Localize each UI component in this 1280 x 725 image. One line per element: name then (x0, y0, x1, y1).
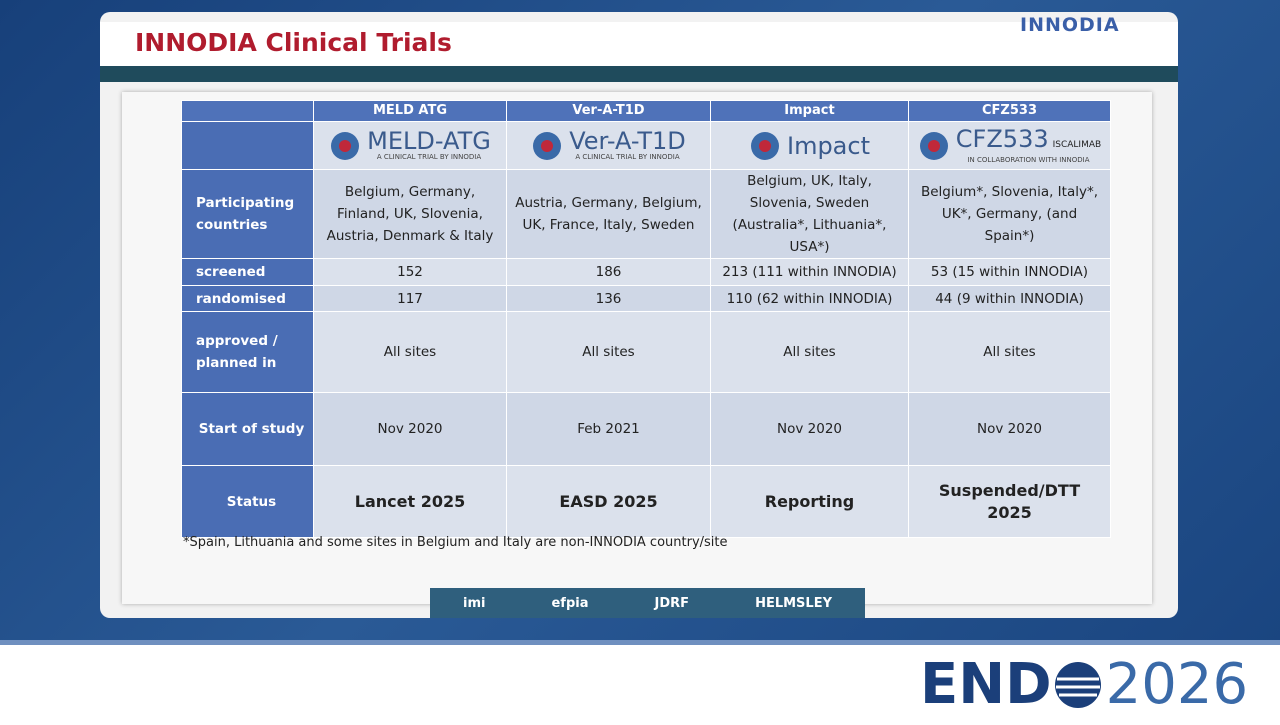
logo-text: MELD-ATG A CLINICAL TRIAL BY INNODIA (367, 129, 491, 162)
table-cell: Reporting (710, 465, 909, 538)
event-logo: END 2026 (920, 652, 1248, 717)
column-header: MELD ATG (313, 100, 507, 122)
header-row: MELD ATG Ver-A-T1D Impact CFZ533 (181, 100, 1111, 122)
logo-text: CFZ533 ISCALIMAB IN COLLABORATION WITH INN… (956, 127, 1101, 165)
logo-cell: MELD-ATG A CLINICAL TRIAL BY INNODIA (313, 121, 507, 170)
table-row: Status Lancet 2025 EASD 2025 Reporting Suspe… (181, 465, 1111, 538)
logo-tagline: A CLINICAL TRIAL BY INNODIA (376, 153, 482, 161)
table-cell: 44 (9 within INNODIA) (908, 285, 1111, 312)
sponsor-logo: efpia (551, 595, 589, 611)
trial-logo: Ver-A-T1D A CLINICAL TRIAL BY INNODIA (513, 129, 704, 162)
table-cell: Belgium, Germany, Finland, UK, Slovenia,… (313, 169, 507, 259)
logo-icon (533, 131, 562, 160)
row-label: screened (181, 258, 314, 286)
table-cell: Nov 2020 (313, 392, 507, 466)
table-cell: All sites (908, 311, 1111, 393)
logo-icon (750, 131, 779, 160)
logo-text: Ver-A-T1D A CLINICAL TRIAL BY INNODIA (569, 129, 686, 162)
logo-name: CFZ533 (955, 124, 1049, 153)
table-row: screened 152 186 213 (111 within INNODIA) 53… (181, 258, 1111, 286)
logo-icon (331, 131, 360, 160)
table-cell: Belgium, UK, Italy, Slovenia, Sweden (Au… (710, 169, 909, 259)
table-cell: All sites (313, 311, 507, 393)
column-header: Impact (710, 100, 909, 122)
sponsor-logo: HELMSLEY (755, 595, 832, 611)
table-cell: EASD 2025 (506, 465, 711, 538)
logo-name: MELD-ATG (367, 127, 491, 155)
column-header: CFZ533 (908, 100, 1111, 122)
globe-icon (1054, 661, 1101, 708)
row-label: Participating countries (181, 169, 314, 259)
sponsor-strip: imi efpia JDRF HELMSLEY (430, 588, 865, 618)
table-cell: Lancet 2025 (313, 465, 507, 538)
logo-name: Ver-A-T1D (569, 127, 686, 155)
event-year: 2026 (1105, 652, 1249, 717)
logo-tagline: A CLINICAL TRIAL BY INNODIA (575, 153, 680, 161)
table-cell: Belgium*, Slovenia, Italy*, UK*, Germany… (908, 169, 1111, 259)
logo-cell: Impact (710, 121, 909, 170)
table-row: Start of study Nov 2020 Feb 2021 Nov 2020 No… (181, 392, 1111, 466)
innodia-logo: INNODIA (1020, 14, 1120, 36)
slide-title: INNODIA Clinical Trials (135, 28, 452, 57)
table-cell: 152 (313, 258, 507, 286)
logo-text: Impact (787, 134, 870, 158)
trial-logo: Impact (717, 130, 902, 162)
logo-sub: ISCALIMAB (1052, 139, 1102, 150)
column-header: Ver-A-T1D (506, 100, 711, 122)
title-rule (100, 66, 1178, 82)
trial-logo: MELD-ATG A CLINICAL TRIAL BY INNODIA (320, 129, 500, 162)
table-cell: Feb 2021 (506, 392, 711, 466)
table-cell: All sites (506, 311, 711, 393)
row-label: Start of study (181, 392, 314, 466)
table-cell: 136 (506, 285, 711, 312)
table-row: randomised 117 136 110 (62 within INNODIA) 4… (181, 285, 1111, 312)
table-cell: Suspended/DTT 2025 (908, 465, 1111, 538)
table-cell: Nov 2020 (710, 392, 909, 466)
logo-cell: CFZ533 ISCALIMAB IN COLLABORATION WITH INN… (908, 121, 1111, 170)
logo-cell: Ver-A-T1D A CLINICAL TRIAL BY INNODIA (506, 121, 711, 170)
event-name: END (920, 652, 1052, 717)
logo-tagline: IN COLLABORATION WITH INNODIA (967, 155, 1090, 164)
sponsor-logo: imi (463, 595, 486, 611)
table-cell: 110 (62 within INNODIA) (710, 285, 909, 312)
blank-cell (181, 121, 314, 170)
row-label: approved / planned in (181, 311, 314, 393)
logo-name: Impact (786, 131, 870, 160)
table-cell: Nov 2020 (908, 392, 1111, 466)
table-row: Participating countries Belgium, Germany,… (181, 169, 1111, 259)
trials-table: MELD ATG Ver-A-T1D Impact CFZ533 MELD-ATG A C… (181, 100, 1111, 538)
table-cell: 213 (111 within INNODIA) (710, 258, 909, 286)
trial-logo: CFZ533 ISCALIMAB IN COLLABORATION WITH INN… (915, 127, 1104, 165)
table-row: approved / planned in All sites All sites A… (181, 311, 1111, 393)
row-label: Status (181, 465, 314, 538)
table-cell: 53 (15 within INNODIA) (908, 258, 1111, 286)
title-bar (100, 22, 1178, 66)
footnote: *Spain, Lithuania and some sites in Belg… (183, 535, 728, 550)
sponsor-logo: JDRF (654, 595, 690, 611)
table-cell: 186 (506, 258, 711, 286)
table-cell: All sites (710, 311, 909, 393)
corner-cell (181, 100, 314, 122)
logo-row: MELD-ATG A CLINICAL TRIAL BY INNODIA Ver-A… (181, 121, 1111, 170)
row-label: randomised (181, 285, 314, 312)
logo-icon (919, 131, 948, 160)
table-cell: 117 (313, 285, 507, 312)
table-cell: Austria, Germany, Belgium, UK, France, I… (506, 169, 711, 259)
